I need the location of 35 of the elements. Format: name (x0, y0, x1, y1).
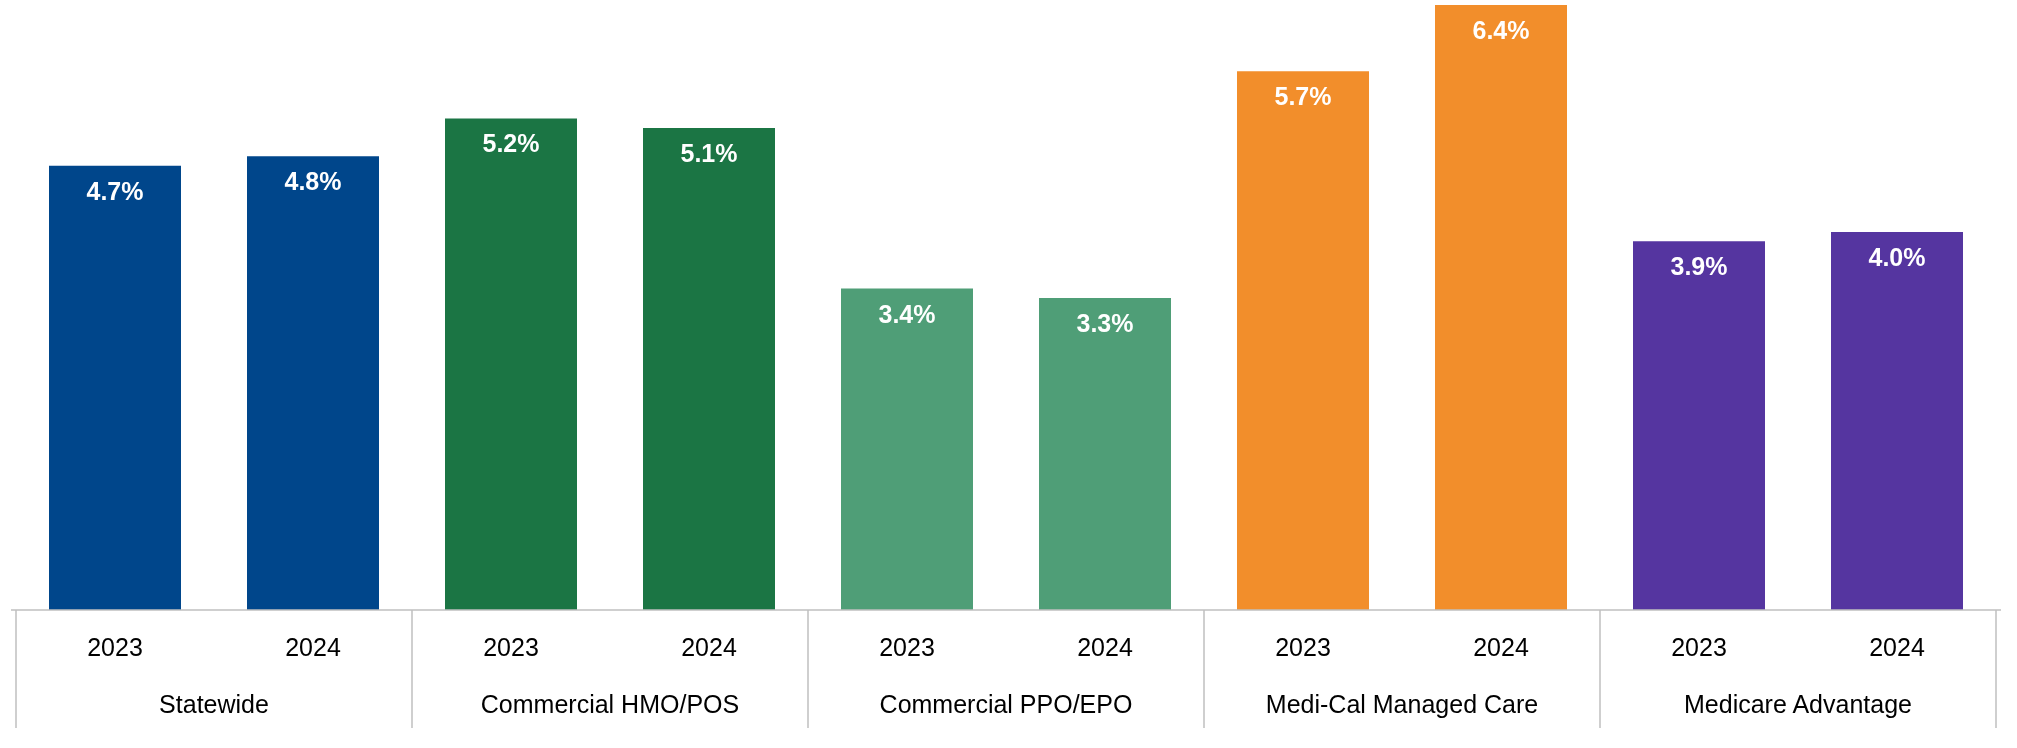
data-label: 6.4% (1472, 16, 1530, 44)
text: Commercial PPO/EPO (879, 690, 1133, 718)
x-tick-label: 2023 (483, 633, 539, 661)
data-label: 3.4% (878, 299, 936, 328)
data-label: 5.7% (1274, 82, 1332, 111)
x-tick-label: 2023 (1275, 633, 1331, 661)
x-tick-label: 2024 (1869, 633, 1925, 661)
x-tick-label: 2024 (1473, 633, 1529, 661)
x-tick-label: 2023 (1671, 633, 1727, 661)
data-label: 5.1% (680, 138, 738, 167)
bar (1831, 231, 1963, 610)
data-label: 3.9% (1670, 252, 1728, 281)
bar (1237, 71, 1369, 610)
x-tick-label: 2023 (879, 633, 935, 661)
text: Commercial HMO/POS (480, 690, 740, 718)
bar (841, 288, 973, 610)
bar (1435, 5, 1567, 610)
text: Medicare Advantage (1684, 690, 1912, 718)
data-label: 4.8% (284, 167, 342, 196)
bar (643, 127, 775, 610)
text: Medi-Cal Managed Care (1265, 690, 1539, 718)
bar (49, 165, 181, 610)
data-label: 4.7% (86, 176, 144, 205)
text: Statewide (159, 690, 269, 718)
x-tick-label: 2023 (87, 633, 143, 661)
data-label: 4.0% (1868, 242, 1926, 271)
data-label: 5.2% (482, 129, 540, 158)
x-tick-label: 2024 (285, 633, 341, 661)
bar (1633, 241, 1765, 610)
bar (445, 118, 577, 610)
x-tick-label: 2024 (1077, 633, 1133, 661)
x-tick-label: 2024 (681, 633, 737, 661)
bar (247, 156, 379, 610)
bar (1039, 298, 1171, 610)
data-label: 3.3% (1076, 309, 1134, 338)
